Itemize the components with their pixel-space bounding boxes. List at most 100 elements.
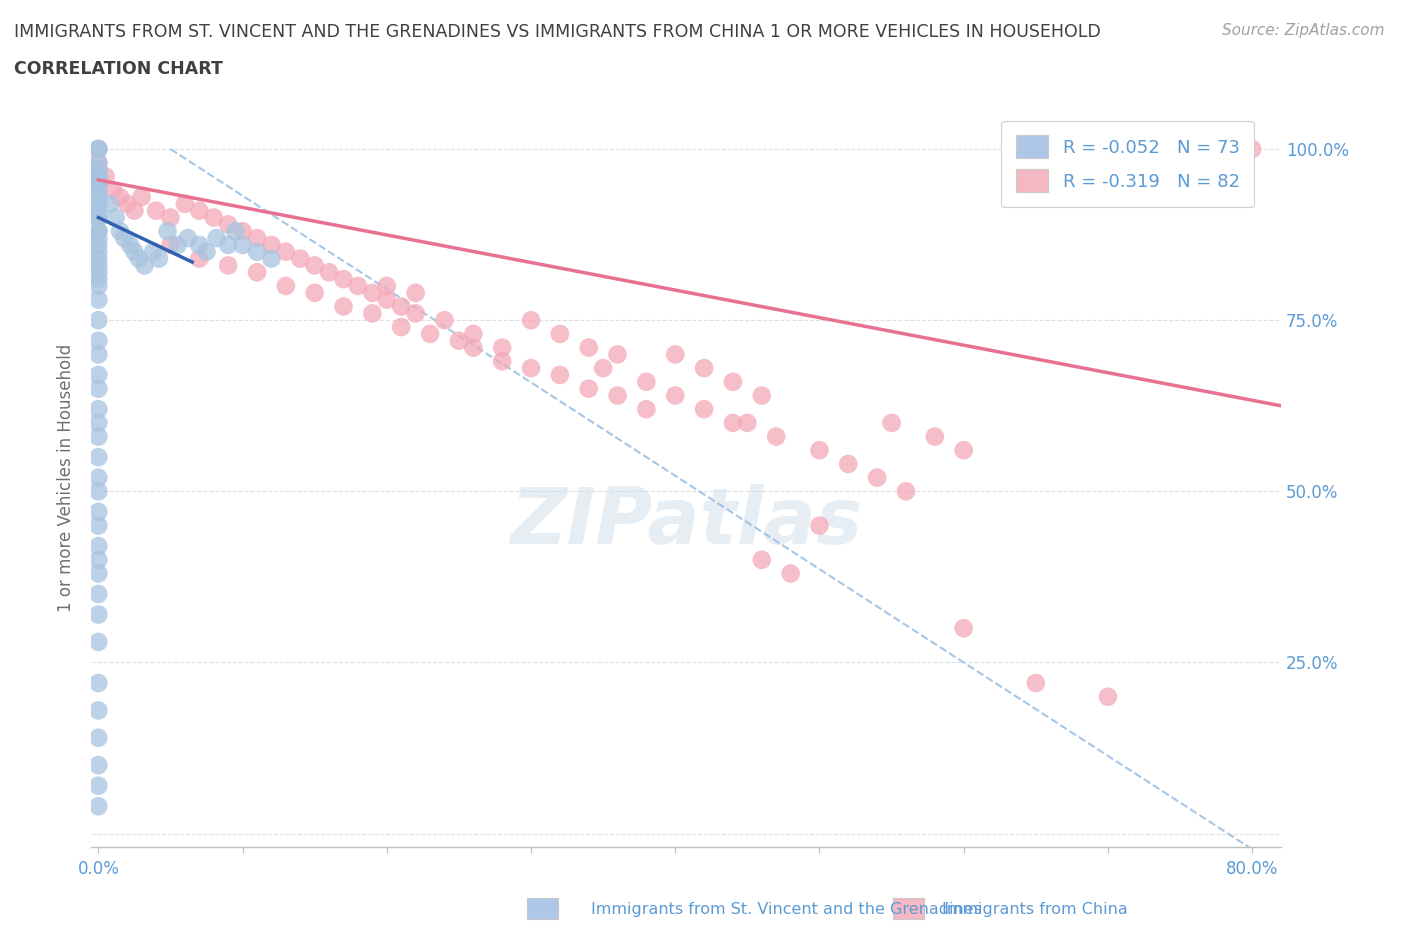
Point — [347, 279, 370, 294]
Point — [592, 361, 614, 376]
Text: CORRELATION CHART: CORRELATION CHART — [14, 60, 224, 78]
Point — [87, 347, 110, 362]
Point — [693, 361, 716, 376]
Point — [375, 292, 398, 307]
Point — [87, 703, 110, 718]
Point — [87, 176, 110, 191]
Point — [751, 552, 773, 567]
Point — [246, 231, 269, 246]
Point — [104, 210, 127, 225]
Point — [274, 279, 297, 294]
Point — [87, 675, 110, 690]
Point — [217, 258, 239, 272]
Point — [120, 237, 142, 252]
Point — [128, 251, 150, 266]
Point — [405, 286, 427, 300]
Point — [389, 299, 412, 314]
Point — [87, 504, 110, 519]
Point — [112, 231, 135, 246]
Point — [87, 169, 110, 184]
Point — [491, 353, 513, 368]
Point — [548, 326, 571, 341]
Point — [765, 429, 787, 444]
Point — [232, 224, 254, 239]
Point — [1097, 689, 1119, 704]
Point — [87, 245, 110, 259]
Point — [87, 176, 110, 191]
Point — [87, 272, 110, 286]
Point — [318, 265, 340, 280]
Point — [952, 621, 974, 636]
Point — [87, 402, 110, 417]
Point — [87, 292, 110, 307]
Point — [578, 340, 600, 355]
Point — [87, 587, 110, 602]
Point — [952, 443, 974, 458]
Point — [87, 429, 110, 444]
Point — [87, 141, 110, 156]
Point — [124, 204, 146, 219]
Point — [636, 375, 658, 390]
Point — [87, 484, 110, 498]
Point — [205, 231, 228, 246]
Point — [520, 312, 543, 327]
Point — [447, 333, 470, 348]
Point — [304, 286, 326, 300]
Point — [87, 552, 110, 567]
Point — [202, 210, 225, 225]
Point — [246, 265, 269, 280]
Point — [87, 518, 110, 533]
Point — [87, 204, 110, 219]
Point — [837, 457, 859, 472]
Point — [108, 224, 131, 239]
Point — [87, 162, 110, 177]
Point — [87, 155, 110, 170]
Point — [606, 388, 628, 403]
Point — [87, 566, 110, 581]
Point — [87, 730, 110, 745]
Point — [87, 471, 110, 485]
Point — [87, 141, 110, 156]
Point — [188, 237, 211, 252]
Point — [87, 141, 110, 156]
Point — [664, 347, 686, 362]
Point — [94, 169, 117, 184]
Point — [108, 190, 131, 205]
Point — [520, 361, 543, 376]
Point — [188, 251, 211, 266]
Point — [290, 251, 312, 266]
Point — [115, 196, 138, 211]
Point — [779, 566, 801, 581]
Point — [1025, 675, 1047, 690]
Point — [87, 799, 110, 814]
Point — [159, 210, 181, 225]
Point — [87, 258, 110, 272]
Point — [894, 484, 917, 498]
Point — [433, 312, 456, 327]
Point — [304, 258, 326, 272]
Point — [142, 245, 165, 259]
Point — [87, 176, 110, 191]
Point — [87, 538, 110, 553]
Point — [721, 375, 744, 390]
Text: IMMIGRANTS FROM ST. VINCENT AND THE GRENADINES VS IMMIGRANTS FROM CHINA 1 OR MOR: IMMIGRANTS FROM ST. VINCENT AND THE GREN… — [14, 23, 1101, 41]
Point — [1241, 141, 1264, 156]
Point — [419, 326, 441, 341]
Point — [721, 416, 744, 431]
Point — [174, 196, 197, 211]
Text: ZIPatlas: ZIPatlas — [510, 484, 862, 560]
Point — [87, 450, 110, 465]
Point — [389, 320, 412, 335]
Point — [866, 471, 889, 485]
Point — [332, 299, 354, 314]
Point — [405, 306, 427, 321]
Point — [87, 162, 110, 177]
Text: Immigrants from China: Immigrants from China — [942, 902, 1128, 917]
Point — [124, 245, 146, 259]
Point — [87, 237, 110, 252]
Point — [232, 237, 254, 252]
Point — [463, 340, 485, 355]
Point — [131, 190, 153, 205]
Point — [217, 237, 239, 252]
Point — [195, 245, 218, 259]
